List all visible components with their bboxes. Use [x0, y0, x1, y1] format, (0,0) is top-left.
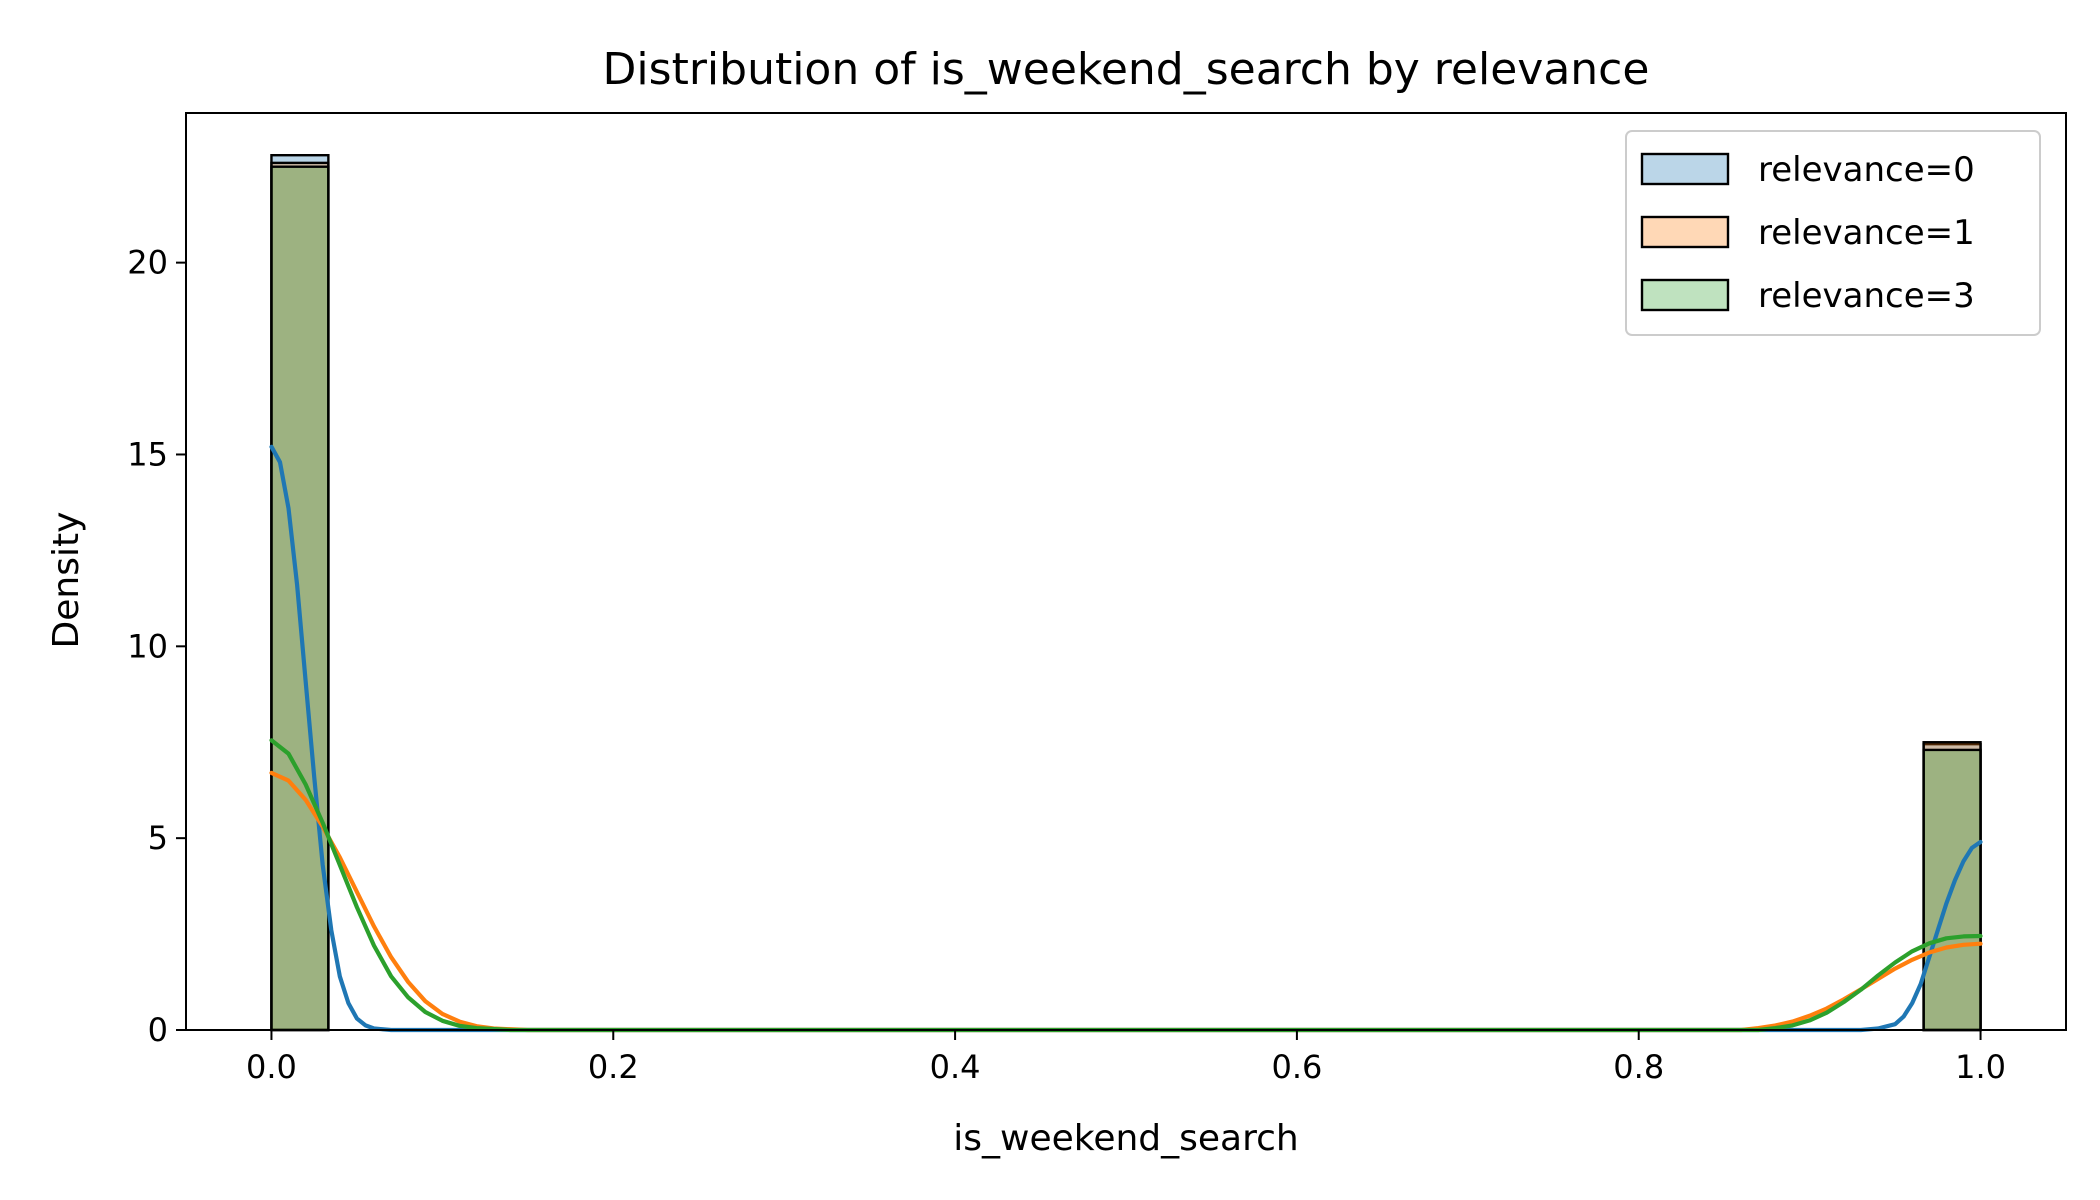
y-tick-label: 5 [148, 819, 168, 857]
x-tick-label: 0.2 [588, 1048, 639, 1086]
y-tick-label: 0 [148, 1011, 168, 1049]
legend-label: relevance=3 [1758, 276, 1975, 316]
axes-frame [185, 112, 2067, 1031]
legend-label: relevance=0 [1758, 150, 1975, 190]
chart-title: Distribution of is_weekend_search by rel… [603, 44, 1650, 95]
legend-box [1625, 130, 2041, 336]
y-tick-label: 20 [127, 244, 168, 282]
y-axis-label: Density [46, 512, 87, 649]
y-tick-label: 15 [127, 435, 168, 473]
x-tick-label: 0.6 [1271, 1048, 1322, 1086]
hist-bar-relevance-0-0 [270, 154, 330, 1032]
legend-swatch-relevance-3 [1640, 278, 1730, 312]
x-tick-label: 0.8 [1613, 1048, 1664, 1086]
legend-swatch-relevance-1 [1640, 215, 1730, 249]
x-tick-label: 0.0 [246, 1048, 297, 1086]
x-tick-label: 1.0 [1955, 1048, 2006, 1086]
y-tick-label: 10 [127, 627, 168, 665]
axes: 0.0 0.2 0.4 0.6 0.8 1.0 0 5 10 15 20 [127, 112, 2067, 1086]
x-tick-label: 0.4 [930, 1048, 981, 1086]
legend-label: relevance=1 [1758, 213, 1975, 253]
x-axis-label: is_weekend_search [953, 1118, 1298, 1159]
legend: relevance=0 relevance=1 relevance=3 [1625, 130, 2041, 336]
legend-swatch-relevance-0 [1640, 152, 1730, 186]
